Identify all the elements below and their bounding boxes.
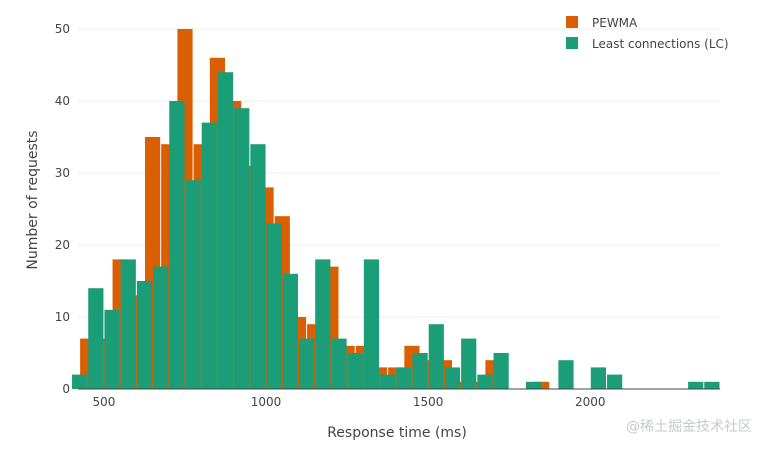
legend-item-least-connections[interactable]: Least connections (LC) — [566, 37, 729, 51]
x-tick-label: 1500 — [413, 395, 444, 409]
bar-lc[interactable] — [217, 72, 234, 389]
x-tick-label: 1000 — [251, 395, 282, 409]
x-tick-label: 2000 — [575, 395, 606, 409]
legend-item-pewma[interactable]: PEWMA — [566, 16, 638, 30]
bar-lc[interactable] — [298, 338, 315, 389]
bar-lc[interactable] — [525, 381, 542, 389]
bar-lc[interactable] — [558, 360, 574, 389]
y-tick-label: 30 — [55, 166, 70, 180]
bar-lc[interactable] — [704, 381, 720, 389]
bar-lc[interactable] — [169, 101, 185, 389]
x-tick-label: 500 — [92, 395, 115, 409]
bar-lc[interactable] — [88, 288, 104, 389]
bars — [72, 29, 720, 390]
bar-lc[interactable] — [315, 259, 331, 389]
y-tick-label: 40 — [55, 94, 70, 108]
bar-pewma[interactable] — [534, 381, 550, 389]
watermark: @稀土掘金技术社区 — [626, 419, 752, 435]
legend-swatch-pewma — [566, 16, 578, 28]
bar-lc[interactable] — [428, 324, 444, 389]
legend[interactable]: PEWMA Least connections (LC) — [566, 16, 729, 51]
bar-lc[interactable] — [153, 266, 169, 389]
bar-lc[interactable] — [72, 374, 88, 389]
bar-lc[interactable] — [347, 353, 363, 389]
bar-lc[interactable] — [104, 309, 120, 389]
bar-lc[interactable] — [412, 353, 428, 389]
bar-lc[interactable] — [331, 338, 347, 389]
y-axis-title: Number of requests — [25, 130, 41, 269]
bar-lc[interactable] — [266, 223, 282, 389]
bar-lc[interactable] — [380, 374, 396, 389]
y-tick-label: 20 — [55, 238, 70, 252]
bar-lc[interactable] — [201, 122, 217, 389]
bar-lc[interactable] — [363, 259, 380, 389]
y-tick-label: 10 — [55, 310, 70, 324]
bar-lc[interactable] — [493, 353, 509, 389]
y-tick-label: 50 — [55, 22, 70, 36]
bar-lc[interactable] — [250, 144, 266, 389]
bar-pewma[interactable] — [469, 381, 485, 389]
legend-label-pewma: PEWMA — [592, 16, 638, 30]
bar-lc[interactable] — [688, 381, 704, 389]
x-axis-title: Response time (ms) — [327, 425, 467, 441]
legend-label-least-connections: Least connections (LC) — [592, 37, 729, 51]
bar-lc[interactable] — [120, 259, 136, 389]
y-axis-ticks: 0 10 20 30 40 50 — [55, 22, 70, 396]
bar-lc[interactable] — [590, 367, 607, 389]
bar-pewma[interactable] — [453, 381, 469, 389]
x-axis-ticks: 500 1000 1500 2000 — [92, 395, 605, 409]
bar-lc[interactable] — [444, 367, 461, 389]
y-tick-label: 0 — [62, 382, 70, 396]
bar-lc[interactable] — [461, 338, 477, 389]
bar-lc[interactable] — [136, 281, 153, 389]
bar-lc[interactable] — [396, 367, 412, 389]
bar-lc[interactable] — [607, 374, 623, 389]
legend-swatch-least-connections — [566, 37, 578, 49]
bar-lc[interactable] — [477, 374, 493, 389]
bar-lc[interactable] — [185, 180, 201, 389]
bar-lc[interactable] — [282, 273, 298, 389]
bar-lc[interactable] — [234, 108, 250, 389]
